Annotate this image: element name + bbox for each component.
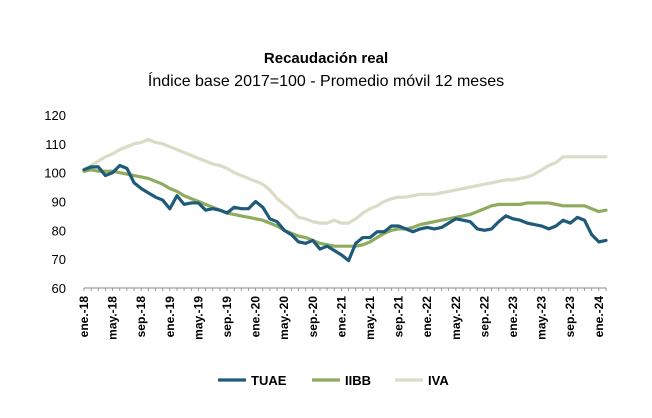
x-tick-label: ene.-21 xyxy=(334,296,348,338)
y-tick-label: 70 xyxy=(52,252,66,267)
y-tick-label: 110 xyxy=(45,137,66,152)
x-tick-label: may.-23 xyxy=(535,296,549,340)
x-tick-label: sep.-23 xyxy=(563,296,577,338)
y-tick-label: 60 xyxy=(52,281,66,296)
x-tick-label: may.-19 xyxy=(191,296,205,340)
x-tick-label: ene.-22 xyxy=(420,296,434,338)
x-tick-label: ene.-18 xyxy=(77,296,91,338)
legend-label-iibb: IIBB xyxy=(345,373,371,388)
series-layer xyxy=(82,137,608,263)
legend-label-tuae: TUAE xyxy=(251,373,287,388)
x-tick-label: sep.-19 xyxy=(220,296,234,338)
series-line-iibb xyxy=(82,168,608,248)
series-line-tuae xyxy=(82,163,608,263)
x-tick-label: may.-21 xyxy=(363,296,377,340)
y-tick-label: 120 xyxy=(44,108,66,123)
x-tick-label: sep.-22 xyxy=(477,296,491,338)
legend-label-iva: IVA xyxy=(428,373,449,388)
x-tick-label: ene.-24 xyxy=(592,296,606,338)
x-tick-label: may.-20 xyxy=(277,296,291,340)
x-tick-label: may.-18 xyxy=(106,296,120,340)
y-tick-label: 90 xyxy=(52,195,66,210)
x-tick-label: ene.-19 xyxy=(163,296,177,338)
x-tick-label: sep.-21 xyxy=(392,296,406,338)
x-tick-label: sep.-20 xyxy=(306,296,320,338)
x-tick-label: may.-22 xyxy=(449,296,463,340)
chart-title: Recaudación real xyxy=(263,50,389,67)
x-tick-label: ene.-23 xyxy=(506,296,520,338)
y-axis: 60 70 80 90 100 110 120 xyxy=(44,108,66,296)
legend: TUAE IIBB IVA xyxy=(218,373,449,388)
series-line-iva xyxy=(82,137,608,225)
x-tick-label: sep.-18 xyxy=(134,296,148,338)
y-tick-label: 80 xyxy=(52,223,66,238)
chart-subtitle: Índice base 2017=100 - Promedio móvil 12… xyxy=(147,73,505,90)
y-tick-label: 100 xyxy=(44,166,66,181)
x-tick-label: ene.-20 xyxy=(249,296,263,338)
x-axis: ene.-18 may.-18 sep.-18 ene.-19 may.-19 sep.-… xyxy=(77,287,607,340)
